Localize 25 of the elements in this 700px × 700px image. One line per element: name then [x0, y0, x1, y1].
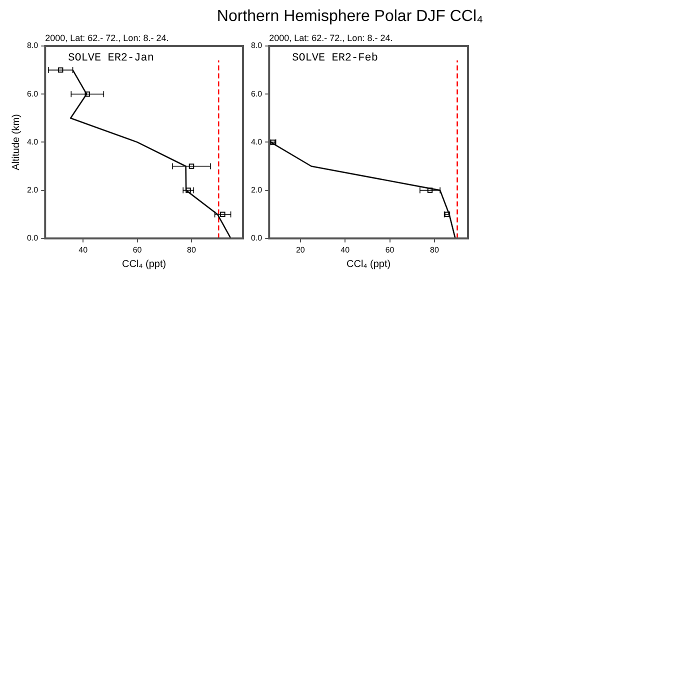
- y-tick-label: 4.0: [250, 137, 263, 146]
- x-tick-label: 40: [78, 245, 88, 254]
- y-tick-label: 0.0: [26, 234, 39, 243]
- x-tick-label: 60: [385, 245, 395, 254]
- y-tick-label: 8.0: [250, 41, 263, 50]
- x-tick-label: 20: [296, 245, 306, 254]
- y-tick-label: 8.0: [26, 41, 39, 50]
- x-tick-label: 40: [340, 245, 350, 254]
- x-axis-title: CCl₄ (ppt): [122, 258, 166, 270]
- y-tick-label: 0.0: [250, 234, 263, 243]
- y-axis-title: Altitude (km): [10, 114, 22, 170]
- annotation: SOLVE ER2-Feb: [292, 52, 378, 64]
- chart-title: Northern Hemisphere Polar DJF CCl₄: [216, 8, 484, 26]
- x-tick-label: 80: [187, 245, 196, 254]
- x-tick-label: 60: [132, 245, 142, 254]
- y-tick-label: 2.0: [250, 186, 263, 195]
- y-tick-label: 2.0: [26, 186, 39, 195]
- y-tick-label: 4.0: [26, 137, 39, 146]
- y-tick-label: 6.0: [26, 89, 39, 98]
- chart-subtitle: 2000, Lat: 62.- 72., Lon: 8.- 24.: [45, 32, 169, 43]
- y-tick-label: 6.0: [250, 89, 263, 98]
- annotation: SOLVE ER2-Jan: [68, 52, 154, 64]
- x-axis-title: CCl₄ (ppt): [346, 258, 391, 270]
- x-tick-label: 80: [430, 245, 440, 254]
- chart-subtitle: 2000, Lat: 62.- 72., Lon: 8.- 24.: [269, 32, 393, 43]
